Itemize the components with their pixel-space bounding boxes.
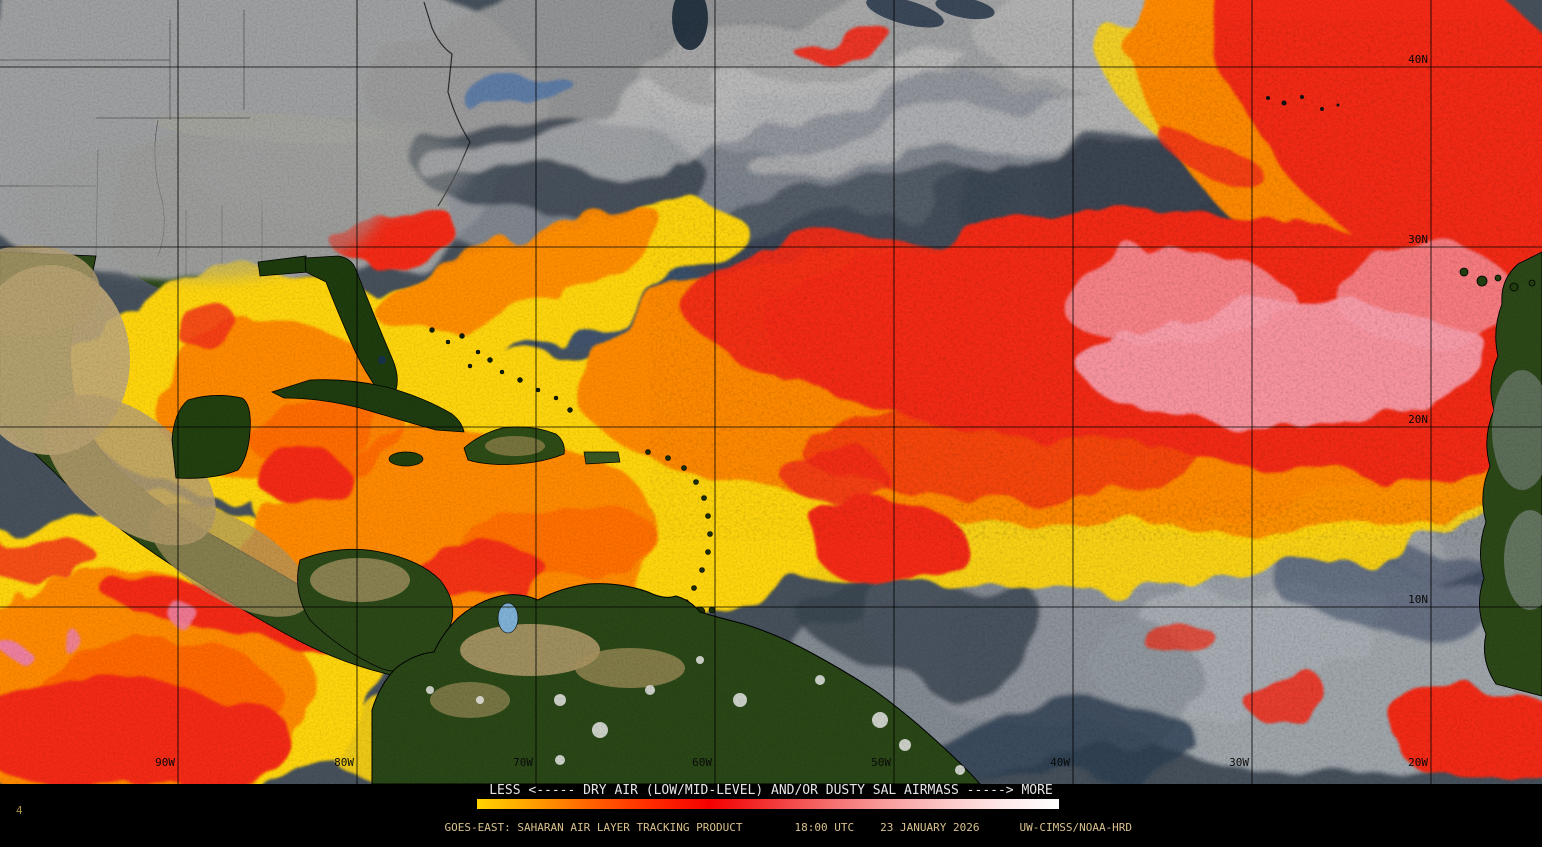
satellite-map: 90W 80W 70W 60W 50W 40W 30W 20W 40N 30N 20N 10N [0,0,1542,784]
product-info-line: GOES-EAST: SAHARAN AIR LAYER TRACKING PR… [418,808,1133,847]
sal-color-scale [477,799,1059,809]
product-name: GOES-EAST: SAHARAN AIR LAYER TRACKING PR… [444,821,743,834]
colorbar-legend-label: LESS <----- DRY AIR (LOW/MID-LEVEL) AND/… [489,783,1053,798]
grain-overlay [0,0,1542,784]
product-time: 18:00 UTC [794,821,855,834]
corner-mark: 4 [16,804,23,817]
product-info-bar: 4 LESS <----- DRY AIR (LOW/MID-LEVEL) AN… [0,783,1542,834]
product-date: 23 JANUARY 2026 [880,821,980,834]
product-credit: UW-CIMSS/NOAA-HRD [1019,821,1133,834]
